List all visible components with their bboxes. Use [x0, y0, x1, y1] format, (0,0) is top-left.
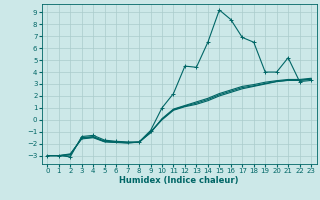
X-axis label: Humidex (Indice chaleur): Humidex (Indice chaleur) — [119, 176, 239, 185]
